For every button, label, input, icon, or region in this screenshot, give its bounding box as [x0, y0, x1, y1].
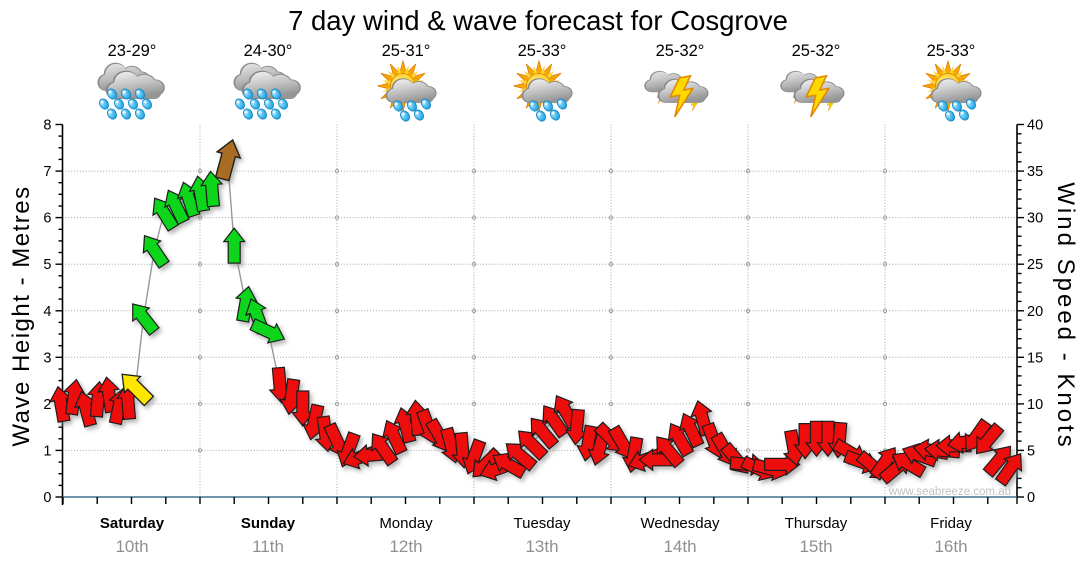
svg-text:14th: 14th: [663, 537, 696, 556]
svg-text:24-30°: 24-30°: [244, 42, 293, 60]
svg-text:10th: 10th: [115, 537, 148, 556]
svg-text:25-33°: 25-33°: [927, 42, 976, 60]
svg-text:12th: 12th: [389, 537, 422, 556]
svg-text:40: 40: [1027, 118, 1043, 134]
svg-text:0: 0: [1027, 490, 1035, 506]
svg-text:5: 5: [43, 257, 51, 273]
svg-text:10: 10: [1027, 397, 1043, 413]
svg-text:Friday: Friday: [930, 515, 972, 532]
svg-text:Sunday: Sunday: [241, 515, 296, 532]
svg-text:www.seabreeze.com.au: www.seabreeze.com.au: [888, 486, 1011, 498]
svg-text:13th: 13th: [525, 537, 558, 556]
svg-text:0: 0: [43, 490, 51, 506]
svg-text:2: 2: [43, 397, 51, 413]
svg-text:Wind Speed - Knots: Wind Speed - Knots: [1052, 182, 1079, 449]
svg-text:7 day wind & wave forecast for: 7 day wind & wave forecast for Cosgrove: [288, 5, 788, 36]
svg-text:15th: 15th: [799, 537, 832, 556]
svg-text:16th: 16th: [934, 537, 967, 556]
svg-text:30: 30: [1027, 211, 1043, 227]
svg-text:5: 5: [1027, 443, 1035, 459]
svg-text:11th: 11th: [252, 537, 284, 556]
svg-text:15: 15: [1027, 350, 1043, 366]
svg-text:25-32°: 25-32°: [792, 42, 841, 60]
svg-text:25: 25: [1027, 257, 1043, 273]
svg-text:Wednesday: Wednesday: [641, 515, 720, 532]
svg-text:35: 35: [1027, 164, 1043, 180]
svg-text:Monday: Monday: [379, 515, 433, 532]
svg-text:Thursday: Thursday: [785, 515, 848, 532]
svg-text:25-32°: 25-32°: [656, 42, 705, 60]
svg-text:Wave Height - Metres: Wave Height - Metres: [8, 185, 35, 446]
svg-text:8: 8: [43, 118, 51, 134]
svg-text:Tuesday: Tuesday: [514, 515, 571, 532]
svg-text:6: 6: [43, 211, 51, 227]
svg-text:1: 1: [43, 443, 51, 459]
svg-text:23-29°: 23-29°: [108, 42, 157, 60]
svg-text:Saturday: Saturday: [100, 515, 165, 532]
svg-text:25-33°: 25-33°: [518, 42, 567, 60]
svg-text:7: 7: [43, 164, 51, 180]
svg-text:20: 20: [1027, 304, 1043, 320]
svg-text:4: 4: [43, 304, 51, 320]
svg-text:25-31°: 25-31°: [382, 42, 431, 60]
svg-text:3: 3: [43, 350, 51, 366]
